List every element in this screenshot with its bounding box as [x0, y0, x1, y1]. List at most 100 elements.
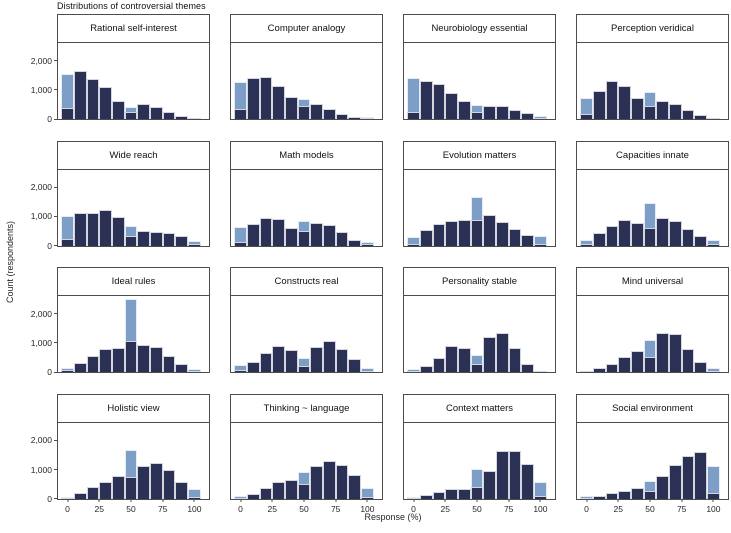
x-tick-label: 100 — [360, 503, 375, 514]
histogram-bar-dark — [707, 371, 720, 373]
x-tick-mark — [508, 498, 510, 502]
histogram-bar-light — [61, 496, 74, 499]
histogram-bar-dark — [348, 240, 362, 246]
histogram-bar-dark — [284, 228, 298, 246]
histogram-bar-dark — [643, 357, 657, 373]
histogram-bar-dark — [432, 492, 446, 499]
histogram-bar-dark — [234, 242, 247, 246]
histogram-bar-dark — [284, 97, 298, 119]
histogram-panel: Math models — [230, 140, 383, 247]
x-tick-label: 75 — [676, 503, 687, 514]
histogram-bar-dark — [259, 352, 273, 373]
bars-layer — [404, 170, 555, 246]
histogram-bar-dark — [297, 231, 311, 246]
histogram-bar-dark — [246, 361, 260, 373]
y-tick-mark — [54, 215, 57, 217]
histogram-bar-dark — [521, 464, 535, 499]
histogram-panel: Holistic view 0 1,000 2,000 0 25 50 75 100 — [31, 393, 210, 514]
x-tick-label: 100 — [706, 503, 721, 514]
histogram-bar-dark — [124, 340, 138, 373]
y-tick-mark — [54, 313, 57, 315]
histogram-bar-dark — [445, 489, 458, 499]
x-tick-mark — [366, 498, 368, 502]
x-tick-mark — [649, 498, 651, 502]
histogram-bar-dark — [348, 474, 362, 499]
histogram-bar-dark — [470, 220, 484, 246]
histogram-bar-dark — [592, 495, 606, 499]
panel-title: Perception veridical — [576, 14, 729, 43]
histogram-bar-dark — [246, 78, 260, 119]
bars-layer — [404, 423, 555, 499]
histogram-bar-dark — [495, 105, 509, 119]
histogram-bar-dark — [246, 493, 260, 499]
x-axis-label: Response (%) — [364, 512, 422, 522]
histogram-bar-dark — [99, 87, 112, 119]
histogram-bar-dark — [259, 77, 273, 119]
histogram-bar-dark — [656, 100, 669, 119]
x-tick-mark — [413, 498, 415, 502]
histogram-bar-dark — [618, 357, 631, 373]
panel-title: Social environment — [576, 393, 729, 423]
plot-area — [230, 296, 383, 374]
histogram-bar-light — [234, 496, 247, 499]
bars-layer — [231, 423, 382, 499]
histogram-bar-dark — [124, 236, 138, 246]
histogram-bar-light — [534, 116, 547, 119]
y-tick-label: 1,000 — [30, 464, 52, 475]
histogram-bar-dark — [592, 368, 606, 373]
histogram-bar-dark — [656, 332, 669, 373]
histogram-bar-dark — [137, 104, 150, 119]
x-tick-label: 75 — [503, 503, 514, 514]
histogram-bar-dark — [246, 224, 260, 246]
histogram-bar-dark — [643, 228, 657, 246]
histogram-bar-dark — [681, 349, 695, 373]
histogram-bar-dark — [149, 232, 163, 246]
histogram-bar-dark — [508, 228, 522, 246]
histogram-bar-dark — [495, 222, 509, 246]
histogram-bar-dark — [419, 365, 433, 373]
x-tick-label: 0 — [411, 503, 416, 514]
x-tick-label: 25 — [440, 503, 450, 514]
plot-area — [403, 296, 556, 374]
histogram-bar-light — [707, 368, 720, 373]
histogram-panel: Context matters 0 25 50 75 100 — [403, 393, 556, 514]
y-tick-label: 0 — [47, 367, 52, 378]
panel-title: Mind universal — [576, 267, 729, 297]
histogram-bar-dark — [694, 236, 708, 246]
figure-title: Distributions of controversial themes — [57, 1, 206, 11]
histogram-bar-dark — [521, 364, 535, 373]
x-tick-mark — [476, 498, 478, 502]
histogram-bar-light — [580, 495, 593, 499]
panel-title: Evolution matters — [403, 140, 556, 170]
panel-title: Thinking ~ language — [230, 393, 383, 423]
x-tick-label: 25 — [613, 503, 623, 514]
histogram-bar-light — [234, 226, 247, 246]
bars-layer — [577, 423, 728, 499]
histogram-bar-dark — [234, 109, 247, 119]
histogram-bar-dark — [272, 218, 285, 246]
panel-title: Ideal rules — [57, 267, 210, 297]
histogram-bar-dark — [86, 78, 100, 119]
y-tick-mark — [54, 342, 57, 344]
histogram-panel: Personality stable — [403, 267, 556, 374]
histogram-bar-dark — [508, 348, 522, 373]
histogram-bar-dark — [407, 243, 420, 246]
histogram-bar-dark — [162, 233, 176, 246]
panel-title: Wide reach — [57, 140, 210, 170]
histogram-bar-light — [534, 236, 547, 246]
bars-layer — [577, 296, 728, 373]
panel-title: Math models — [230, 140, 383, 170]
histogram-bar-dark — [457, 488, 471, 499]
histogram-bar-dark — [707, 244, 720, 246]
x-tick-mark — [586, 498, 588, 502]
histogram-bar-dark — [694, 451, 708, 499]
y-axis-label: Count (respondents) — [5, 220, 15, 304]
histogram-bar-dark — [618, 490, 631, 499]
y-tick-label: 2,000 — [30, 435, 52, 446]
x-tick-label: 0 — [238, 503, 243, 514]
x-tick-mark — [681, 498, 683, 502]
histogram-bar-dark — [407, 497, 420, 499]
panel-title: Constructs real — [230, 267, 383, 297]
histogram-bar-dark — [521, 235, 535, 246]
